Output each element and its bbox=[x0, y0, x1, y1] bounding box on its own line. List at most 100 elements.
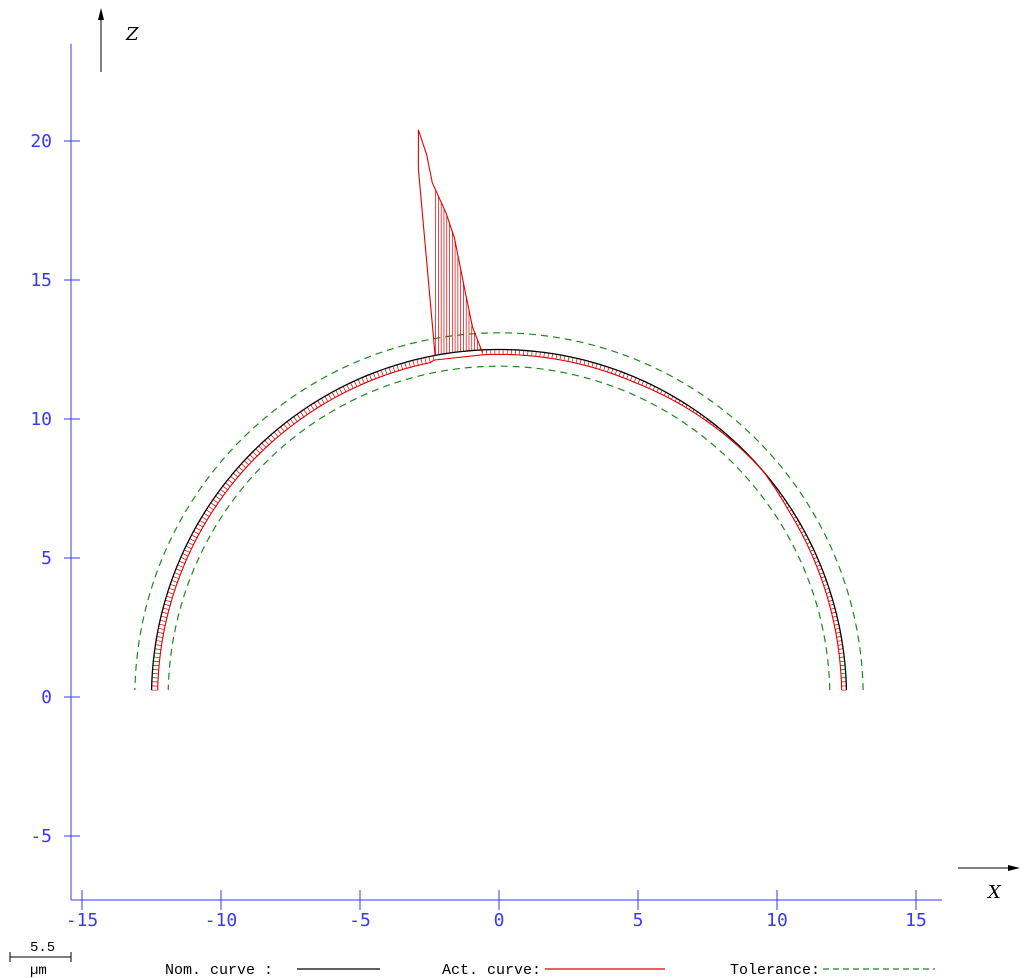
deviation-hatch-line bbox=[328, 394, 332, 400]
deviation-hatch-line bbox=[535, 351, 537, 357]
deviation-hatch-line bbox=[255, 448, 261, 454]
deviation-hatch-line bbox=[571, 357, 574, 363]
legend-actual-label: Act. curve: bbox=[442, 962, 541, 978]
deviation-hatch-line bbox=[820, 576, 826, 579]
deviation-hatch-line bbox=[633, 377, 637, 383]
deviation-hatch-line bbox=[432, 355, 435, 361]
deviation-hatch-line bbox=[591, 362, 594, 368]
deviation-hatch-line bbox=[424, 357, 427, 364]
deviation-hatch-group bbox=[151, 190, 847, 691]
deviation-hatch-line bbox=[563, 355, 566, 361]
deviation-hatch-line bbox=[158, 627, 165, 630]
deviation-hatch-line bbox=[396, 364, 400, 371]
deviation-hatch-line bbox=[335, 390, 339, 396]
deviation-hatch-line bbox=[828, 599, 833, 602]
deviation-hatch-line bbox=[645, 382, 648, 388]
deviation-hatch-line bbox=[238, 466, 244, 472]
deviation-hatch-line bbox=[361, 377, 365, 384]
deviation-hatch-line bbox=[195, 527, 202, 531]
z-tick-label: -5 bbox=[30, 826, 52, 847]
x-tick-label: -10 bbox=[205, 910, 238, 931]
x-tick-label: -15 bbox=[66, 910, 99, 931]
deviation-hatch-line bbox=[652, 386, 656, 391]
deviation-hatch-line bbox=[637, 379, 641, 384]
deviation-hatch-line bbox=[412, 360, 415, 367]
deviation-hatch-line bbox=[837, 644, 843, 646]
tolerance-curve-inner bbox=[167, 365, 831, 691]
deviation-hatch-line bbox=[162, 607, 170, 611]
deviation-hatch-line bbox=[189, 538, 196, 542]
deviation-hatch-line bbox=[420, 358, 423, 365]
z-direction-arrowhead bbox=[98, 8, 104, 20]
deviation-hatch-line bbox=[547, 352, 549, 358]
deviation-hatch-line bbox=[827, 595, 832, 598]
deviation-hatch-line bbox=[157, 632, 164, 634]
deviation-hatch-line bbox=[165, 599, 172, 603]
deviation-hatch-line bbox=[280, 426, 285, 432]
z-axis-title: Z bbox=[125, 24, 139, 45]
tolerance-band-group bbox=[134, 332, 864, 691]
deviation-hatch-line bbox=[249, 454, 255, 460]
deviation-hatch-line bbox=[838, 652, 844, 654]
deviation-hatch-line bbox=[837, 640, 842, 642]
deviation-hatch-line bbox=[626, 374, 629, 380]
x-direction-arrowhead bbox=[1008, 865, 1020, 871]
deviation-hatch-line bbox=[283, 423, 288, 430]
deviation-hatch-line bbox=[826, 591, 831, 594]
deviation-hatch-line bbox=[191, 534, 198, 539]
deviation-hatch-line bbox=[583, 360, 586, 366]
deviation-hatch-line bbox=[164, 603, 171, 607]
deviation-hatch-line bbox=[167, 591, 174, 595]
legend: Nom. curve : Act. curve: Tolerance: bbox=[165, 962, 935, 978]
nominal-curve bbox=[150, 348, 848, 691]
axes-group bbox=[64, 8, 1020, 910]
deviation-hatch-line bbox=[833, 619, 838, 622]
deviation-hatch-line bbox=[575, 358, 578, 364]
scale-bar: 5.5 µm bbox=[9, 940, 72, 978]
deviation-hatch-line bbox=[185, 545, 192, 549]
nominal-curve-group bbox=[150, 348, 848, 691]
deviation-hatch-line bbox=[388, 367, 392, 374]
deviation-hatch-line bbox=[241, 463, 247, 469]
deviation-hatch-line bbox=[317, 400, 322, 406]
tick-labels-group: -15 -10 -5 0 5 10 15 -5 0 5 10 15 20 bbox=[30, 131, 927, 931]
deviation-hatch-line bbox=[232, 472, 239, 478]
deviation-hatch-line bbox=[836, 636, 842, 638]
deviation-hatch-line bbox=[156, 640, 163, 642]
deviation-hatch-line bbox=[610, 368, 614, 374]
deviation-hatch-line bbox=[587, 361, 590, 367]
deviation-hatch-line bbox=[203, 513, 210, 517]
deviation-hatch-line bbox=[824, 587, 830, 590]
deviation-hatch-line bbox=[373, 372, 376, 379]
deviation-hatch-line bbox=[555, 354, 558, 360]
deviation-hatch-line bbox=[416, 359, 419, 366]
z-tick-label: 0 bbox=[41, 687, 52, 708]
deviation-hatch-line bbox=[293, 416, 298, 422]
deviation-hatch-line bbox=[161, 611, 169, 614]
z-tick-label: 10 bbox=[30, 409, 52, 430]
deviation-hatch-line bbox=[182, 553, 189, 557]
deviation-hatch-line bbox=[215, 495, 221, 500]
deviation-hatch-line bbox=[217, 492, 224, 497]
deviation-hatch-line bbox=[630, 375, 633, 381]
deviation-hatch-line bbox=[641, 380, 645, 386]
x-tick-label: 10 bbox=[766, 910, 788, 931]
deviation-hatch-line bbox=[170, 584, 177, 587]
legend-nominal-label: Nom. curve : bbox=[165, 962, 273, 978]
deviation-hatch-line bbox=[832, 615, 838, 618]
deviation-hatch-line bbox=[187, 541, 194, 546]
deviation-hatch-line bbox=[206, 509, 212, 514]
legend-tolerance-label: Tolerance: bbox=[730, 962, 820, 978]
deviation-hatch-line bbox=[220, 489, 226, 494]
deviation-hatch-line bbox=[286, 421, 292, 427]
deviation-hatch-line bbox=[648, 384, 652, 389]
deviation-hatch-line bbox=[404, 362, 407, 369]
deviation-hatch-line bbox=[822, 580, 827, 583]
actual-curve-spike bbox=[417, 129, 483, 356]
deviation-hatch-line bbox=[400, 363, 403, 370]
deviation-hatch-line bbox=[839, 656, 845, 658]
z-tick-label: 5 bbox=[41, 548, 52, 569]
deviation-hatch-line bbox=[835, 627, 840, 630]
deviation-hatch-line bbox=[324, 396, 329, 402]
